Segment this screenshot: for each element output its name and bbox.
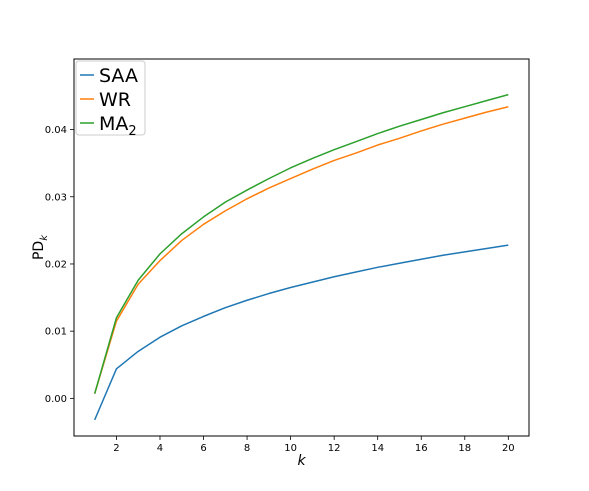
series-line-wr: [93, 105, 509, 394]
x-tick-label: 2: [113, 443, 119, 454]
y-tick-label: 0.01: [45, 327, 67, 338]
x-tick-label: 16: [415, 443, 428, 454]
legend-label-saa: SAA: [99, 65, 138, 87]
legend-label-ma: MA2: [99, 113, 137, 139]
x-tick-label: 14: [371, 443, 384, 454]
y-axis-label-subscript: k: [39, 234, 50, 241]
series-line-saa: [93, 244, 509, 421]
legend-label-wr: WR: [99, 89, 131, 111]
legend-label-subscript: 2: [128, 124, 136, 139]
x-tick-label: 8: [244, 443, 250, 454]
legend-label-main: WR: [99, 89, 131, 111]
plot-frame: [73, 58, 530, 437]
x-tick-label: 4: [157, 443, 163, 454]
y-tick-label: 0.03: [45, 192, 67, 203]
legend-label-main: SAA: [99, 65, 138, 87]
series-lines: [93, 93, 509, 421]
x-tick-label: 18: [458, 443, 471, 454]
series-line-ma: [93, 93, 509, 394]
legend-frame: [75, 60, 146, 136]
y-axis-label: PDk: [31, 234, 50, 260]
x-tick-label: 12: [328, 443, 341, 454]
x-axis-label: k: [297, 453, 306, 469]
y-axis-ticks: 0.00 0.01 0.02 0.03 0.04: [45, 125, 74, 405]
y-axis-label-main: PD: [31, 241, 47, 260]
y-tick-label: 0.00: [45, 394, 67, 405]
legend-label-main: MA: [99, 113, 128, 135]
x-tick-label: 10: [284, 443, 297, 454]
y-tick-label: 0.02: [45, 259, 67, 270]
x-axis-ticks: 2 4 6 8 10 12 14 16 18 20: [113, 436, 515, 454]
x-tick-label: 6: [200, 443, 206, 454]
y-tick-label: 0.04: [45, 125, 67, 136]
x-tick-label: 20: [502, 443, 515, 454]
